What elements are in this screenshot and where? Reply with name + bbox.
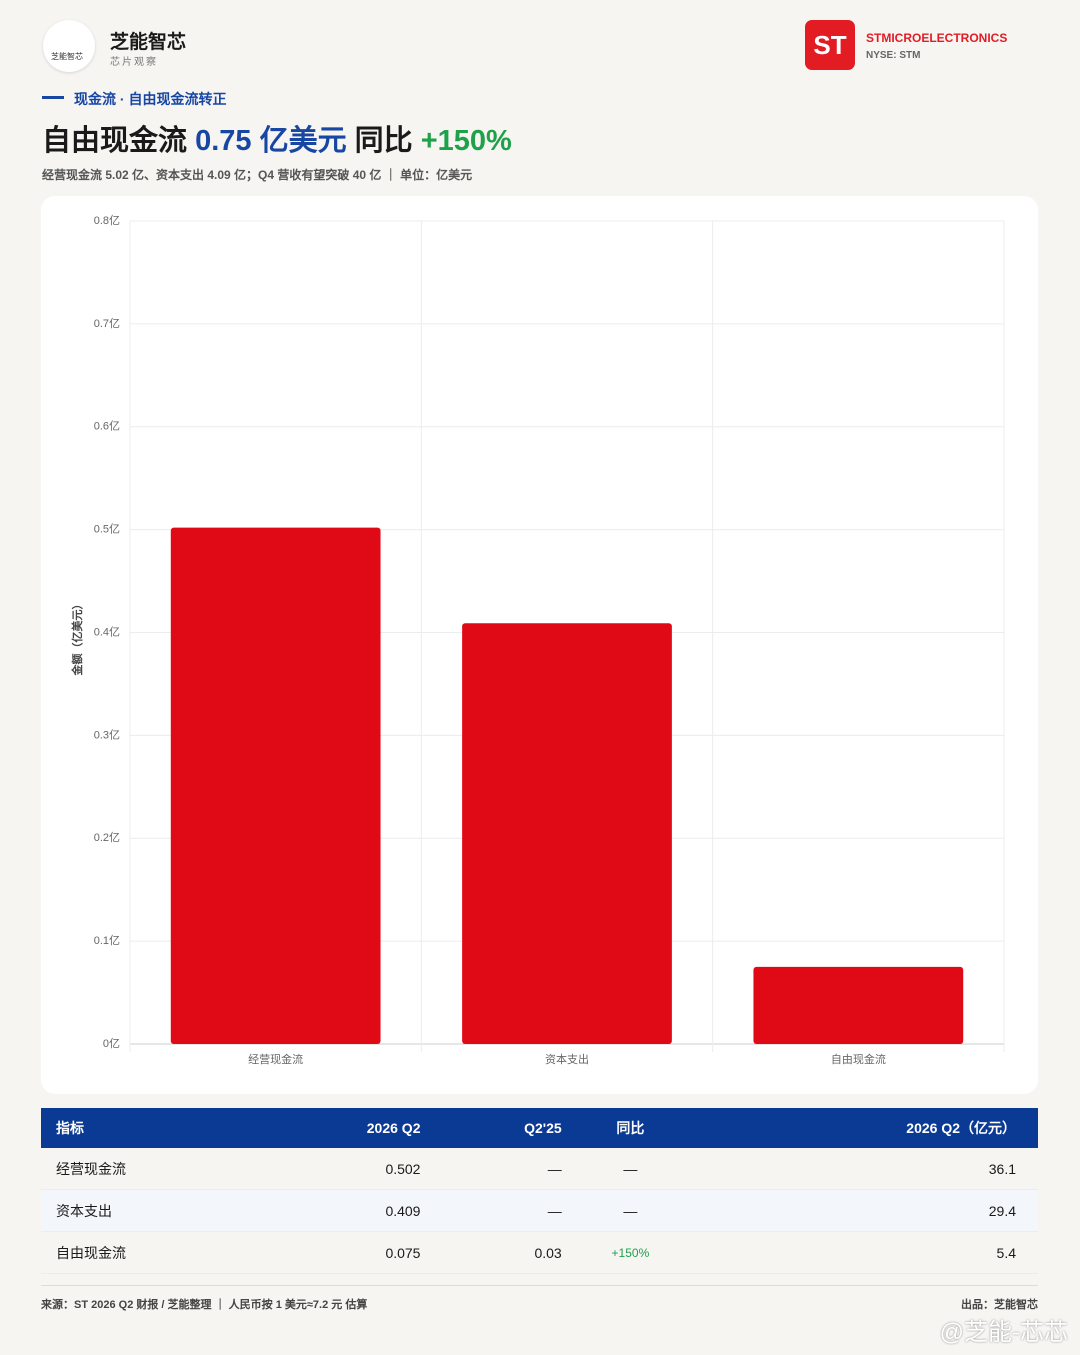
column-header: 2026 Q2（亿元） bbox=[699, 1108, 1038, 1148]
logo-text: 芝能智芯 bbox=[51, 52, 83, 61]
section-tag: 现金流 · 自由现金流转正 bbox=[74, 91, 227, 107]
y-tick-label: 0.5亿 bbox=[94, 523, 120, 536]
source: 来源：ST 2026 Q2 财报 / 芝能整理 ｜ 人民币按 1 美元≈7.2 … bbox=[41, 1299, 368, 1311]
cell: 5.4 bbox=[699, 1231, 1038, 1274]
y-tick-label: 0.2亿 bbox=[94, 831, 120, 844]
chart-card: 金额（亿美元） 0亿 0.1亿 0.2亿 0.3亿 0.4亿 0.5亿 0.6亿 0.7亿 0.… bbox=[41, 196, 1038, 1094]
y-tick-label: 0.6亿 bbox=[94, 420, 120, 433]
cell: — bbox=[561, 1148, 700, 1190]
headline-value: 0.75 亿美元 bbox=[195, 125, 347, 157]
logo bbox=[43, 20, 95, 72]
brand: 芝能智芯 bbox=[110, 32, 187, 53]
row: 自由现金流 0.075 0.03 +150% 5.4 bbox=[41, 1231, 1038, 1274]
x-tick-label: 经营现金流 bbox=[248, 1052, 303, 1066]
headline: 自由现金流 0.75 亿美元 同比 +150% bbox=[42, 117, 512, 159]
headline-change: +150% bbox=[420, 125, 512, 157]
bar bbox=[753, 966, 964, 1044]
chart: 金额（亿美元） 0亿 0.1亿 0.2亿 0.3亿 0.4亿 0.5亿 0.6亿 0.7亿 0.… bbox=[70, 214, 1005, 1066]
column-header: Q2'25 bbox=[420, 1108, 562, 1148]
column-header: 2026 Q2 bbox=[276, 1108, 421, 1148]
ticker: NYSE: STM bbox=[866, 50, 921, 61]
footer-line bbox=[41, 1285, 1038, 1286]
brand-sub: 芯片观察 bbox=[110, 57, 158, 68]
watermark: @芝能-芯芯 bbox=[939, 1319, 1068, 1346]
company: STMICROELECTRONICS bbox=[866, 31, 1008, 45]
bar bbox=[462, 623, 672, 1044]
row: 经营现金流 0.502— —36.1 bbox=[41, 1148, 1038, 1190]
y-tick-label: 0亿 bbox=[103, 1037, 120, 1050]
cell: +150% bbox=[561, 1231, 700, 1274]
y-tick-label: 0.4亿 bbox=[94, 625, 120, 638]
subtitle: 经营现金流 5.02 亿、资本支出 4.09 亿；Q4 营收有望突破 40 亿 … bbox=[42, 168, 473, 182]
cell: 0.075 bbox=[276, 1231, 421, 1274]
y-tick-label: 0.3亿 bbox=[94, 728, 120, 741]
column-header: 指标 bbox=[41, 1108, 277, 1148]
y-tick-label: 0.1亿 bbox=[94, 934, 120, 947]
row: 资本支出 0.409— —29.4 bbox=[41, 1189, 1038, 1232]
cell: 29.4 bbox=[699, 1189, 1038, 1232]
tag-line bbox=[42, 96, 64, 99]
cell: 0.502 bbox=[276, 1148, 421, 1190]
column-header: 同比 bbox=[561, 1108, 700, 1148]
cell: 自由现金流 bbox=[41, 1231, 277, 1274]
company-logo: ST bbox=[805, 20, 855, 70]
cell: — bbox=[561, 1189, 700, 1232]
producer: 出品：芝能智芯 bbox=[961, 1299, 1038, 1311]
cell: — bbox=[420, 1189, 562, 1232]
bar bbox=[170, 527, 381, 1044]
headline-lead: 自由现金流 bbox=[42, 125, 188, 157]
cell: 0.409 bbox=[276, 1189, 421, 1232]
y-tick-label: 0.7亿 bbox=[94, 317, 120, 330]
table: 指标 2026 Q2 Q2'25 同比 2026 Q2（亿元） 经营现金流 0.502— —3… bbox=[41, 1108, 1038, 1274]
y-axis-label: 金额（亿美元） bbox=[70, 599, 84, 677]
cell: — bbox=[420, 1148, 562, 1190]
cell: 资本支出 bbox=[41, 1189, 277, 1232]
cell: 0.03 bbox=[420, 1231, 562, 1274]
x-tick-label: 自由现金流 bbox=[831, 1052, 886, 1066]
y-tick-label: 0.8亿 bbox=[94, 214, 120, 227]
cell: 经营现金流 bbox=[41, 1148, 277, 1190]
cell: 36.1 bbox=[699, 1148, 1038, 1190]
headline-mid: 同比 bbox=[354, 125, 413, 157]
x-tick-label: 资本支出 bbox=[545, 1052, 589, 1066]
